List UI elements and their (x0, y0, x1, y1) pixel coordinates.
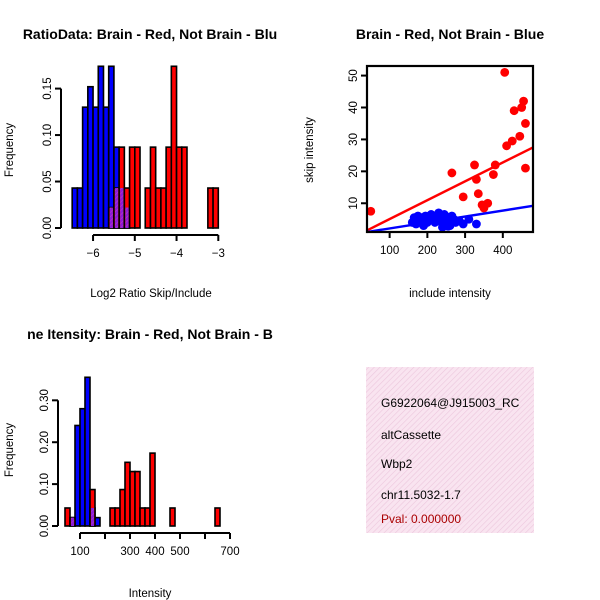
point-brain (488, 170, 498, 179)
info-line-pval: Pval: 0.000000 (381, 512, 461, 526)
point-not-brain (443, 221, 453, 231)
bar-brain (180, 146, 188, 229)
x-tick-label: −5 (128, 248, 141, 260)
x-tick-label: 400 (493, 245, 512, 257)
bar-not-brain (84, 376, 91, 527)
point-brain (470, 160, 479, 170)
point-brain (500, 67, 510, 77)
x-tick-label: 100 (70, 546, 89, 558)
scatter-title: Brain - Red, Not Brain - Blue (356, 26, 544, 42)
bar-overlap (109, 207, 113, 228)
scatter-xlabel: include intensity (409, 288, 491, 300)
point-not-brain (472, 219, 481, 229)
bar-brain (169, 507, 176, 527)
ratio-histogram-bars (71, 65, 220, 229)
bar-overlap (120, 188, 124, 228)
x-tick-label: 400 (145, 546, 164, 558)
x-tick-label: 700 (220, 546, 239, 558)
x-tick-label: 300 (455, 245, 474, 257)
x-tick-label: 500 (170, 546, 189, 558)
x-tick-label: −6 (86, 248, 99, 260)
info-line-location: chr11.5032-1.7 (381, 488, 461, 502)
point-brain (366, 206, 376, 216)
intensity-histogram-xlabel: Intensity (129, 588, 172, 600)
bar-brain (134, 470, 141, 527)
y-tick-label: 0.00 (42, 217, 54, 239)
info-line-probe: G6922064@J915003_RC (381, 396, 520, 410)
y-tick-label: 40 (348, 101, 360, 114)
y-tick-label: 50 (348, 69, 360, 82)
bar-overlap (71, 517, 74, 526)
y-tick-label: 30 (348, 133, 360, 146)
bar-overlap (114, 188, 119, 228)
point-brain (447, 168, 457, 178)
y-tick-label: 20 (348, 165, 360, 178)
intensity-histogram-axes: 0.00 0.10 0.20 0.30 100 300 400 500 700 (39, 389, 240, 558)
bar-overlap (91, 507, 94, 526)
y-tick-label: 0.00 (39, 515, 51, 537)
bar-brain (212, 187, 220, 229)
bar-overlap (125, 207, 129, 228)
bar-brain (149, 452, 156, 527)
intensity-histogram-ylabel: Frequency (4, 423, 16, 478)
y-tick-label: 0.10 (42, 124, 54, 146)
x-tick-label: −3 (212, 248, 225, 260)
x-tick-label: 200 (418, 245, 437, 257)
point-brain (521, 119, 530, 128)
intensity-histogram-title: ne Itensity: Brain - Red, Not Brain - B (27, 326, 273, 342)
plot-frame (365, 64, 535, 234)
scatter-marks (366, 67, 534, 234)
point-brain (519, 96, 528, 106)
info-line-event-type: altCassette (381, 428, 441, 442)
x-tick-label: 100 (380, 245, 399, 257)
intensity-histogram-bars (64, 376, 221, 527)
ratio-histogram-title: RatioData: Brain - Red, Not Brain - Blu (23, 26, 277, 42)
x-tick-label: −4 (170, 248, 184, 260)
point-brain (507, 136, 517, 146)
y-tick-label: 0.15 (42, 77, 54, 99)
point-brain (483, 198, 493, 208)
point-brain (521, 163, 530, 173)
y-tick-label: 0.10 (39, 473, 51, 495)
y-tick-label: 0.30 (39, 389, 51, 411)
y-tick-label: 10 (348, 197, 360, 210)
info-panel: G6922064@J915003_RC altCassette Wbp2 chr… (366, 367, 534, 533)
fit-line-not-brain (366, 204, 534, 234)
ratio-histogram-axes: 0.00 0.05 0.10 0.15 −6 −5 −4 −3 (42, 77, 225, 260)
scatter-ylabel: skip intensity (304, 117, 316, 183)
info-line-gene: Wbp2 (381, 457, 413, 471)
point-brain (458, 192, 468, 202)
point-brain (473, 189, 483, 199)
point-brain (515, 131, 525, 141)
y-tick-label: 0.20 (39, 431, 51, 453)
scatter-axes: 10 20 30 40 50 100 200 300 400 (348, 64, 535, 257)
info-panel-background (366, 367, 534, 533)
ratio-histogram-xlabel: Log2 Ratio Skip/Include (90, 288, 211, 300)
ratio-histogram-panel: RatioData: Brain - Red, Not Brain - Blu … (4, 26, 277, 300)
y-tick-label: 0.05 (42, 170, 54, 192)
fit-line-brain (366, 146, 534, 232)
intensity-histogram-panel: ne Itensity: Brain - Red, Not Brain - B … (4, 326, 273, 600)
scatter-panel: Brain - Red, Not Brain - Blue 10 20 30 40 50… (304, 26, 544, 300)
bar-brain (214, 507, 221, 527)
ratio-histogram-ylabel: Frequency (4, 123, 16, 178)
x-tick-label: 300 (120, 546, 139, 558)
point-brain (509, 106, 519, 116)
bar-brain (134, 146, 141, 229)
